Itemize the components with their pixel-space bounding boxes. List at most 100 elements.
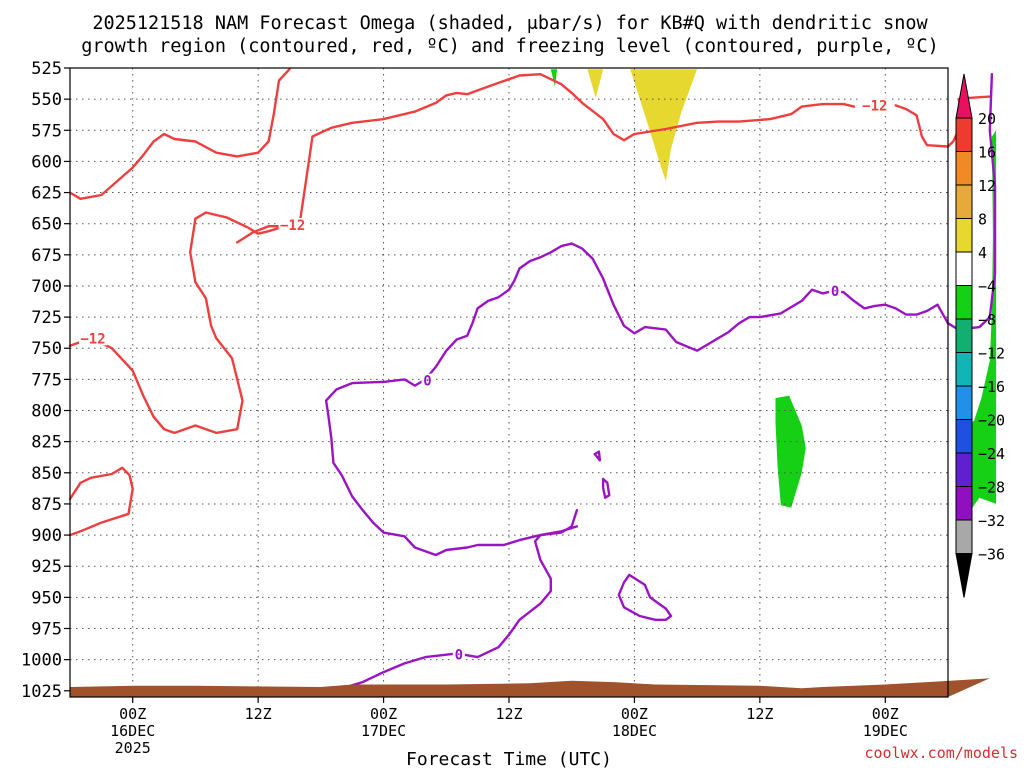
omega-shaded-region-0 — [630, 69, 698, 182]
colorbar-label-7: −12 — [978, 345, 1005, 363]
watermark: coolwx.com/models — [864, 744, 1018, 762]
colorbar-box-9 — [955, 419, 973, 454]
colorbar-box-2 — [955, 184, 973, 219]
colorbar-label-2: 12 — [978, 177, 996, 195]
terrain-fill — [70, 678, 990, 697]
colorbar-box-7 — [955, 352, 973, 387]
x-tick-year-0: 2025 — [115, 739, 151, 757]
x-tick-label-4: 00Z — [621, 705, 648, 723]
x-tick-date-4: 18DEC — [612, 722, 657, 740]
contour-line-3 — [68, 211, 291, 435]
y-tick-label-17: 950 — [31, 588, 62, 608]
plot-area: −12 −12 −12 0 0 0 — [68, 67, 997, 698]
colorbar-label-10: −24 — [978, 445, 1005, 463]
colorbar-label-8: −16 — [978, 378, 1005, 396]
x-tick-label-3: 12Z — [495, 705, 522, 723]
contour-line-0 — [68, 67, 291, 201]
contour-label-0: −12 — [280, 218, 305, 234]
x-tick-date-2: 17DEC — [361, 722, 406, 740]
colorbar-label-13: −36 — [978, 546, 1005, 564]
y-tick-label-15: 900 — [31, 526, 62, 546]
x-tick-label-2: 00Z — [370, 705, 397, 723]
contour-line-9 — [593, 450, 602, 462]
terrain-polygon — [70, 678, 990, 697]
contour-labels: −12 −12 −12 0 0 0 — [78, 98, 889, 664]
colorbar-label-4: 4 — [978, 244, 987, 262]
y-tick-label-8: 725 — [31, 308, 62, 328]
y-tick-label-12: 825 — [31, 433, 62, 453]
colorbar-label-5: −4 — [978, 278, 996, 296]
contour-label-5: 0 — [455, 648, 463, 664]
y-tick-label-1: 550 — [31, 90, 62, 110]
colorbar-label-11: −28 — [978, 479, 1005, 497]
contour-label-bg-3 — [421, 373, 434, 388]
y-tick-label-14: 875 — [31, 495, 62, 515]
x-tick-date-0: 16DEC — [110, 722, 155, 740]
omega-shaded-region-3 — [775, 395, 806, 508]
y-tick-label-13: 850 — [31, 464, 62, 484]
contour-label-bg-4 — [829, 283, 842, 298]
colorbar-box-12 — [955, 519, 973, 554]
colorbar-label-6: −8 — [978, 311, 996, 329]
y-tick-label-3: 600 — [31, 152, 62, 172]
contour-line-4 — [68, 466, 134, 537]
colorbar-label-12: −32 — [978, 512, 1005, 530]
x-tick-label-1: 12Z — [245, 705, 272, 723]
contour-label-4: 0 — [831, 284, 839, 300]
colorbar-box-10 — [955, 452, 973, 487]
contour-label-bg-0 — [278, 217, 307, 232]
colorbar-bottom-triangle — [955, 553, 973, 598]
y-tick-label-4: 625 — [31, 184, 62, 204]
x-tick-label-0: 00Z — [119, 705, 146, 723]
omega-shaded-region-1 — [587, 69, 604, 98]
contour-label-bg-1 — [78, 331, 107, 346]
colorbar-box-6 — [955, 318, 973, 353]
colorbar-box-0 — [955, 117, 973, 152]
y-tick-label-2: 575 — [31, 121, 62, 141]
y-tick-label-6: 675 — [31, 246, 62, 266]
colorbar-label-3: 8 — [978, 211, 987, 229]
contour-line-5 — [319, 509, 579, 692]
y-tick-label-10: 775 — [31, 370, 62, 390]
y-tick-label-18: 975 — [31, 619, 62, 639]
colorbar-top-triangle — [955, 73, 973, 119]
contour-label-3: 0 — [423, 374, 431, 390]
colorbar-label-0: 20 — [978, 110, 996, 128]
x-tick-label-5: 12Z — [746, 705, 773, 723]
colorbar-box-5 — [955, 285, 973, 320]
y-tick-label-7: 700 — [31, 277, 62, 297]
colorbar-box-8 — [955, 385, 973, 420]
y-tick-label-19: 1000 — [21, 651, 62, 671]
y-axis: 525 550 575 600 625 650 675 700 725 750 775 800 825 8… — [21, 59, 70, 702]
colorbar-label-9: −20 — [978, 412, 1005, 430]
contour-label-2: −12 — [862, 98, 887, 114]
colorbar-box-1 — [955, 151, 973, 186]
y-tick-label-5: 650 — [31, 215, 62, 235]
y-tick-label-9: 750 — [31, 339, 62, 359]
colorbar-box-3 — [955, 218, 973, 253]
plot-background — [70, 68, 948, 697]
y-tick-label-11: 800 — [31, 402, 62, 422]
contour-line-8 — [601, 477, 611, 499]
y-tick-label-0: 525 — [31, 59, 62, 79]
x-axis-label: Forecast Time (UTC) — [406, 749, 612, 768]
contour-label-bg-2 — [860, 98, 889, 113]
chart-title-line2: growth region (contoured, red, ºC) and f… — [81, 36, 939, 57]
contour-lines — [68, 67, 997, 692]
colorbar-label-1: 16 — [978, 144, 996, 162]
y-tick-label-20: 1025 — [21, 682, 62, 702]
contour-label-bg-5 — [452, 647, 465, 662]
colorbar-box-11 — [955, 486, 973, 521]
x-tick-label-6: 00Z — [872, 705, 899, 723]
contour-line-6 — [324, 72, 997, 557]
colorbar-box-4 — [955, 251, 973, 286]
grid-lines — [70, 67, 948, 697]
chart-title-line1: 2025121518 NAM Forecast Omega (shaded, μ… — [92, 13, 928, 34]
contour-label-1: −12 — [80, 331, 105, 347]
x-tick-date-6: 19DEC — [863, 722, 908, 740]
colorbar: 20 16 12 8 4 −4 −8 −12 −16 −20 −24 −28 −32 −36 — [955, 73, 1005, 598]
contour-line-1 — [235, 72, 856, 244]
contour-line-7 — [617, 573, 673, 621]
